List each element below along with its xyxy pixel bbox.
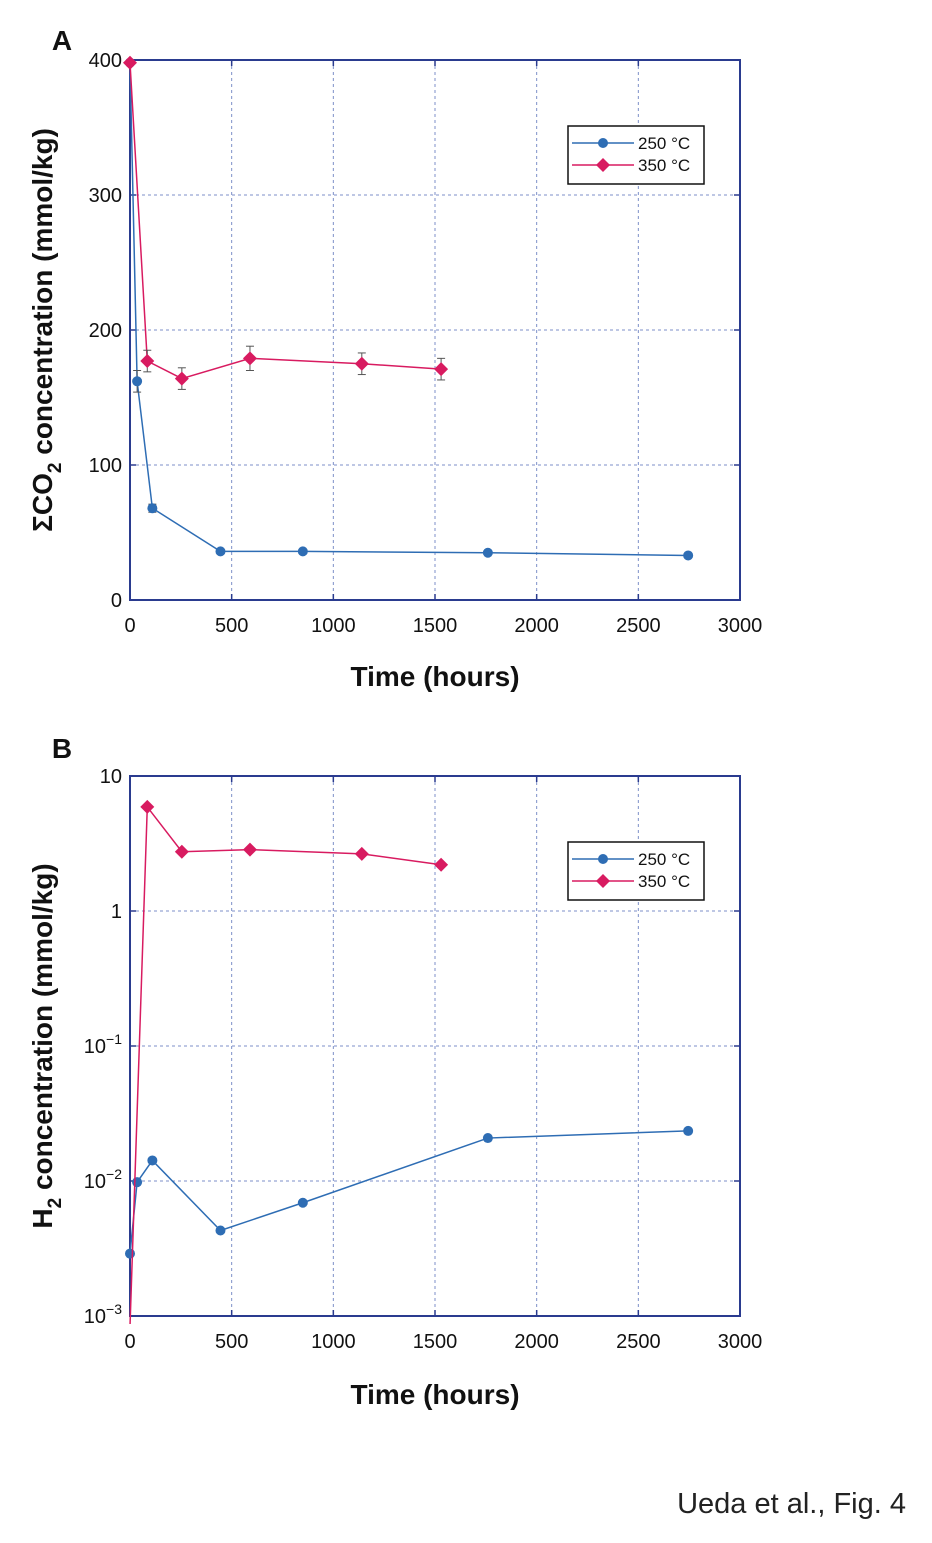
- data-point-250: [125, 1248, 135, 1259]
- data-point-350: [140, 354, 155, 369]
- data-point-250: [132, 1177, 143, 1188]
- y-tick-label: 100: [89, 455, 122, 477]
- x-tick-label: 0: [124, 1331, 135, 1353]
- legend: 250 °C 350 °C: [567, 841, 705, 901]
- y-tick-label: 300: [89, 185, 122, 207]
- data-point-350: [123, 55, 137, 70]
- data-point-350: [242, 351, 257, 366]
- x-tick-label: 3000: [718, 615, 763, 637]
- legend: 250 °C 350 °C: [567, 125, 705, 185]
- series-line-350: [129, 62, 442, 380]
- panel-label: B: [52, 733, 72, 764]
- x-tick-label: 500: [215, 615, 248, 637]
- data-point-250: [147, 1155, 158, 1166]
- x-tick-label: 2000: [514, 1331, 559, 1353]
- x-axis-label: Time (hours): [350, 1379, 519, 1410]
- y-axis-label: H2 concentration (mmol/kg): [27, 863, 66, 1228]
- legend-box: [567, 841, 705, 901]
- data-point-250: [683, 1125, 694, 1136]
- data-point-250: [215, 546, 226, 557]
- data-point-350: [434, 857, 449, 872]
- legend-label: 250 °C: [638, 134, 690, 153]
- x-tick-label: 3000: [718, 1331, 763, 1353]
- data-point-350: [354, 846, 369, 861]
- series-line-350: [129, 804, 442, 1324]
- data-point-250: [482, 547, 493, 558]
- legend-label: 350 °C: [638, 156, 690, 175]
- data-point-350: [174, 844, 189, 859]
- data-point-250: [215, 1225, 226, 1236]
- x-tick-label: 1000: [311, 1331, 356, 1353]
- legend-marker-350: [596, 874, 610, 888]
- y-tick-label: 10−3: [84, 1301, 122, 1328]
- data-point-250: [683, 550, 694, 561]
- figure-caption: Ueda et al., Fig. 4: [677, 1488, 906, 1520]
- x-tick-label: 2000: [514, 615, 559, 637]
- y-tick-label: 0: [111, 590, 122, 612]
- data-point-350: [242, 842, 257, 857]
- data-point-350: [354, 356, 369, 371]
- data-point-350: [174, 371, 189, 386]
- x-tick-label: 2500: [616, 1331, 661, 1353]
- series-line-250: [129, 1130, 689, 1254]
- data-point-250: [132, 376, 143, 387]
- legend-marker-250: [598, 138, 608, 148]
- data-point-350: [434, 362, 449, 377]
- legend-label: 350 °C: [638, 872, 690, 891]
- legend-marker-250: [598, 854, 608, 864]
- y-tick-label: 200: [89, 320, 122, 342]
- x-tick-label: 500: [215, 1331, 248, 1353]
- data-point-250: [482, 1133, 493, 1144]
- data-point-250: [297, 1197, 308, 1208]
- data-point-250: [297, 546, 308, 557]
- x-axis-label: Time (hours): [350, 661, 519, 692]
- y-tick-label: 1: [111, 901, 122, 923]
- data-point-350: [140, 799, 155, 814]
- x-tick-label: 2500: [616, 615, 661, 637]
- series-group: [125, 799, 694, 1324]
- panel-label: A: [52, 25, 72, 56]
- series-group: [123, 55, 694, 561]
- legend-box: [567, 125, 705, 185]
- x-tick-label: 1500: [413, 615, 458, 637]
- x-tick-label: 1500: [413, 1331, 458, 1353]
- legend-marker-350: [596, 158, 610, 172]
- chart-panel-b: 0 500 1000 1500 2000 2500 3000 10−3 10−2 10−1 1 10 T…: [27, 733, 762, 1410]
- y-tick-label: 10−1: [84, 1031, 122, 1058]
- legend-label: 250 °C: [638, 850, 690, 869]
- x-tick-label: 0: [124, 615, 135, 637]
- data-point-250: [147, 503, 158, 514]
- chart-panel-a: 0 500 1000 1500 2000 2500 3000 0 100 200 300 400 Tim…: [27, 25, 762, 692]
- x-tick-label: 1000: [311, 615, 356, 637]
- y-axis-label: ΣCO2 concentration (mmol/kg): [27, 128, 66, 532]
- y-tick-label: 10−2: [84, 1166, 122, 1193]
- y-tick-label: 400: [89, 50, 122, 72]
- y-tick-label: 10: [100, 766, 122, 788]
